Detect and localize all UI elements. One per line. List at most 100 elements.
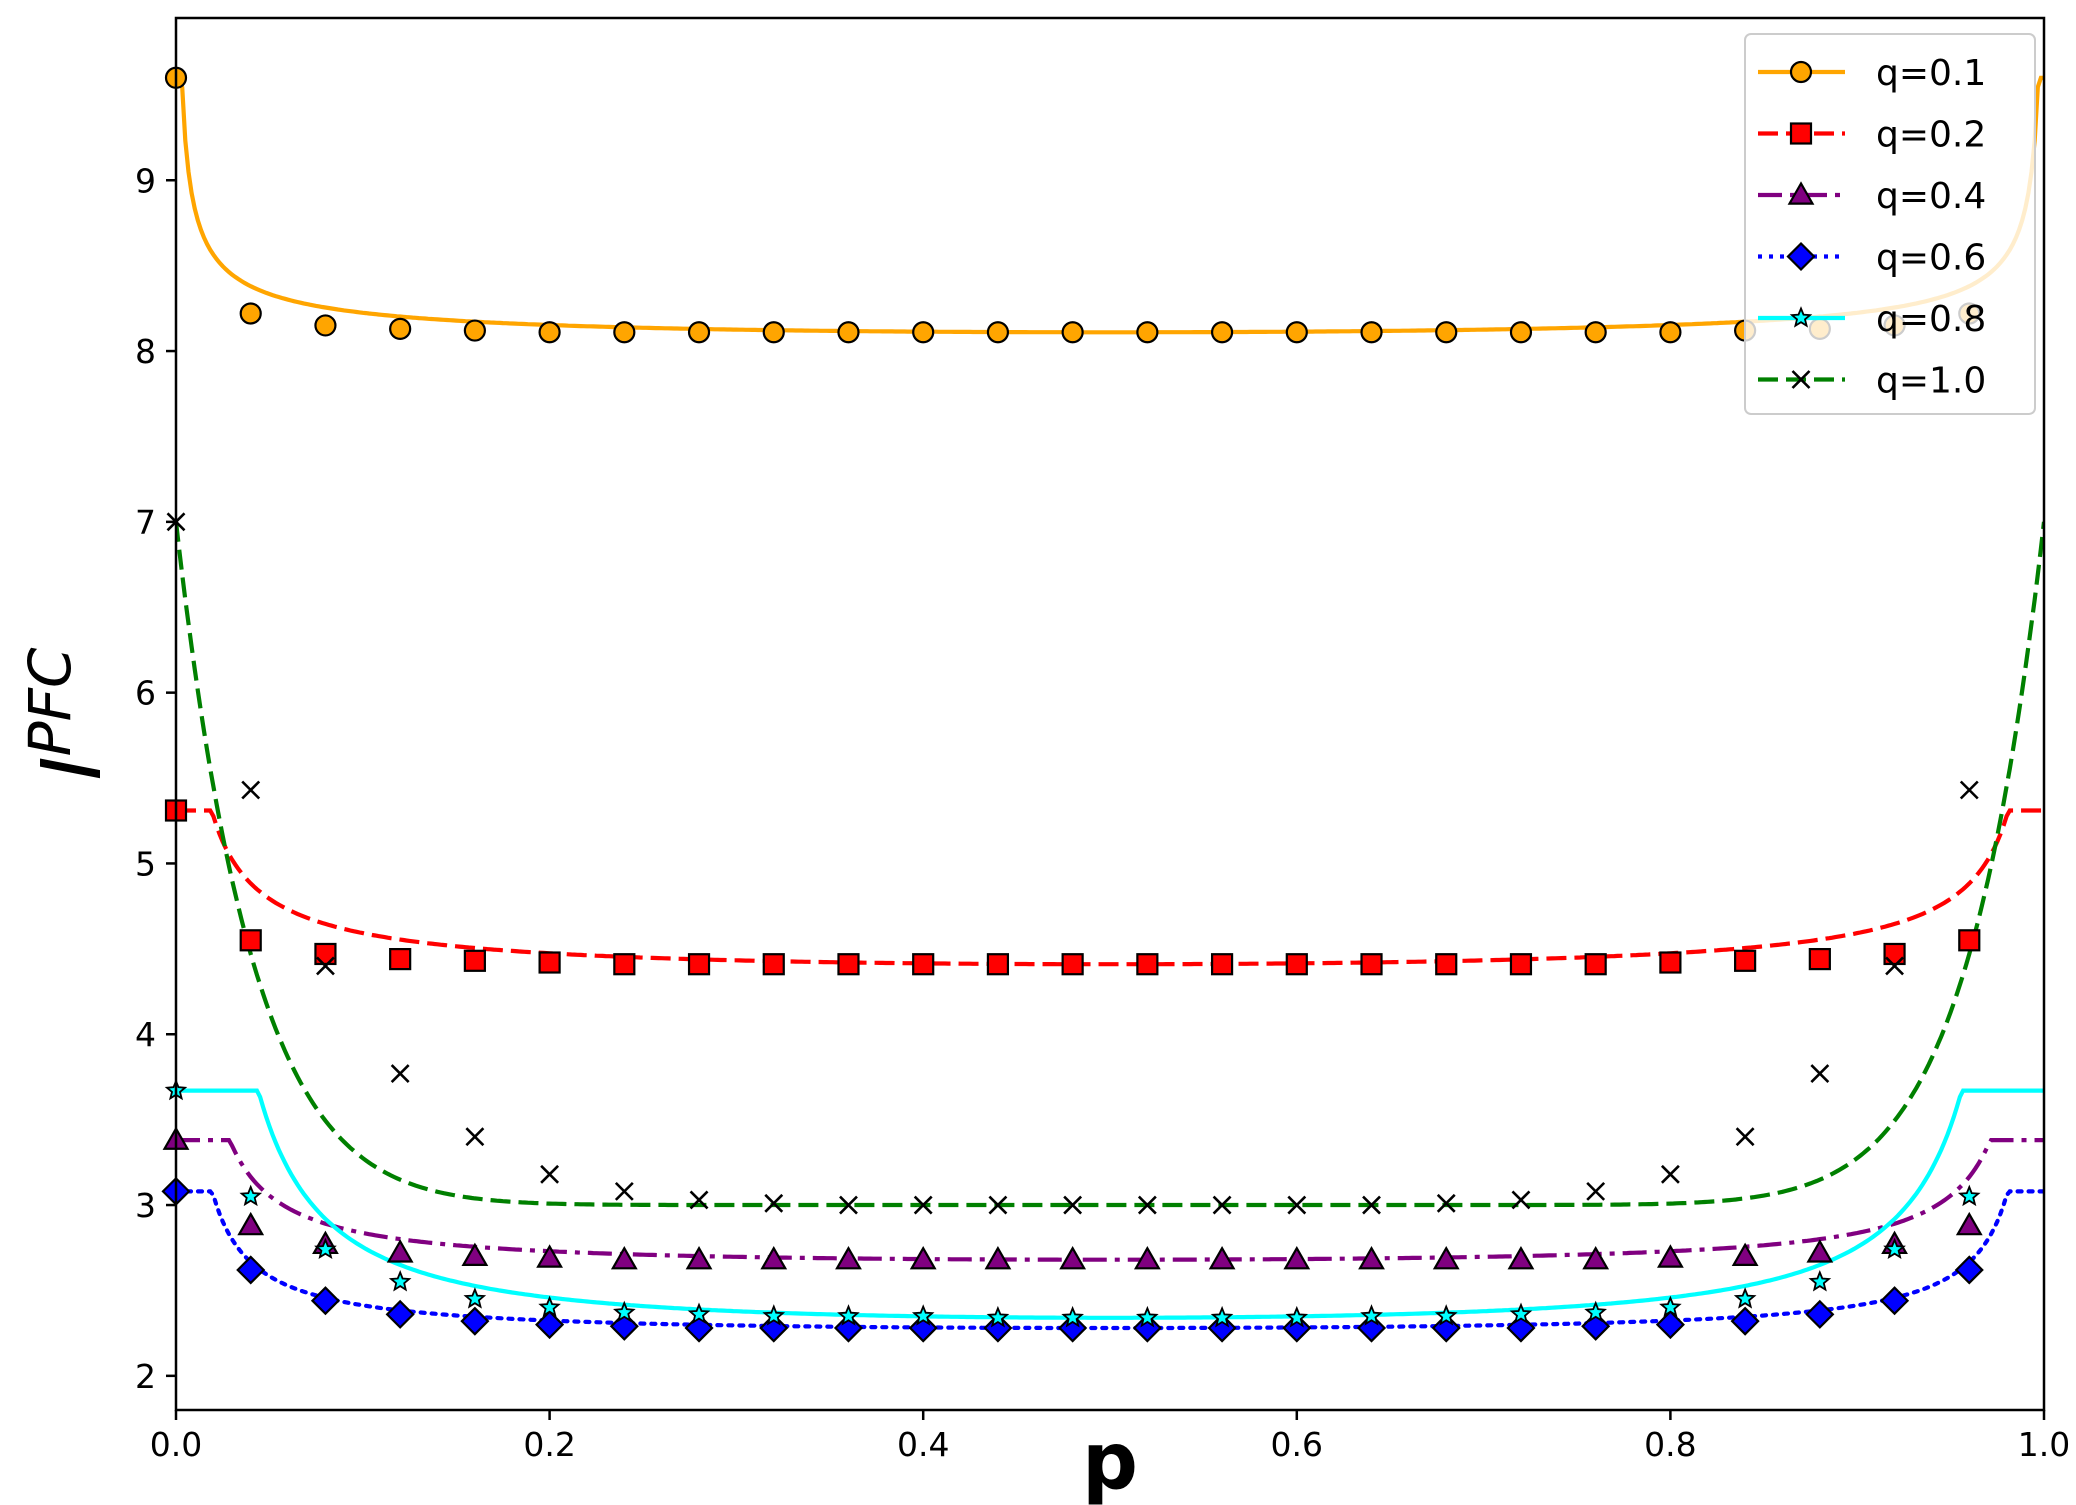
data-point-triangle xyxy=(1208,1245,1236,1270)
data-point-diamond xyxy=(1581,1311,1611,1341)
series-line xyxy=(176,1189,2044,1331)
data-point-x xyxy=(1362,1195,1381,1215)
data-point-star xyxy=(1135,1305,1159,1328)
data-point-square xyxy=(1210,953,1234,976)
data-point-diamond xyxy=(1282,1313,1312,1343)
data-point-x xyxy=(241,780,261,800)
data-point-star xyxy=(1733,1287,1757,1309)
data-point-diamond xyxy=(1431,1313,1461,1343)
series-markers xyxy=(161,1176,1984,1343)
y-tick-label: 6 xyxy=(135,674,156,713)
data-point-square xyxy=(538,951,561,974)
data-point-square xyxy=(1584,953,1607,976)
data-point-triangle xyxy=(536,1244,563,1268)
data-point-x xyxy=(614,1181,634,1201)
data-point-star xyxy=(1061,1305,1085,1328)
x-tick-label: 1.0 xyxy=(2018,1425,2070,1464)
data-point-diamond xyxy=(236,1255,266,1285)
series-layer xyxy=(176,75,2044,1331)
x-tick-label: 0.2 xyxy=(523,1425,575,1464)
data-point-diamond xyxy=(1880,1286,1910,1316)
data-point-circle xyxy=(1061,321,1084,344)
data-point-star xyxy=(1285,1305,1309,1328)
data-point-diamond xyxy=(1655,1310,1685,1340)
legend-label: q=0.1 xyxy=(1876,53,1986,94)
x-tick-label: 0.0 xyxy=(150,1425,202,1464)
legend-label: q=0.6 xyxy=(1876,238,1986,279)
data-point-triangle xyxy=(909,1245,937,1270)
data-point-star xyxy=(911,1304,935,1326)
data-point-x xyxy=(540,1164,560,1184)
legend-label: q=0.2 xyxy=(1876,115,1986,156)
series-line xyxy=(176,1137,2044,1262)
data-point-square xyxy=(837,953,860,976)
data-point-circle xyxy=(762,321,785,344)
data-point-square xyxy=(1509,953,1533,976)
data-point-circle xyxy=(1584,321,1607,344)
data-point-star xyxy=(1808,1269,1832,1292)
marker-layer xyxy=(161,66,1984,1343)
data-point-x xyxy=(1063,1195,1083,1215)
data-point-triangle xyxy=(386,1239,414,1263)
data-point-diamond xyxy=(310,1286,340,1316)
data-point-star xyxy=(613,1300,636,1323)
data-point-star xyxy=(463,1287,487,1309)
data-point-square xyxy=(687,953,711,976)
data-point-x xyxy=(1436,1193,1456,1213)
data-point-star xyxy=(1210,1305,1234,1328)
data-point-diamond xyxy=(1954,1255,1984,1285)
data-point-x xyxy=(839,1195,858,1215)
legend-entry: q=1.0 xyxy=(1758,361,1986,402)
data-point-diamond xyxy=(759,1313,789,1343)
series-markers xyxy=(164,799,1981,976)
y-tick-label: 4 xyxy=(135,1015,156,1054)
data-point-triangle xyxy=(1432,1245,1460,1270)
data-point-star xyxy=(837,1304,860,1326)
legend-label: q=0.4 xyxy=(1876,176,1986,217)
data-point-circle xyxy=(1136,321,1159,344)
data-point-star xyxy=(1957,1184,1981,1207)
data-point-x xyxy=(1959,780,1979,800)
data-point-triangle xyxy=(1358,1245,1385,1270)
data-point-star xyxy=(1434,1304,1458,1326)
data-point-star xyxy=(388,1269,412,1292)
data-point-triangle xyxy=(1283,1245,1311,1270)
y-axis-title-sup: PFC xyxy=(16,647,84,756)
data-point-star xyxy=(762,1304,786,1326)
legend-entry: q=0.1 xyxy=(1758,53,1986,94)
data-point-x xyxy=(316,956,335,976)
data-point-circle xyxy=(837,321,860,344)
data-point-circle xyxy=(1285,321,1308,344)
data-point-diamond xyxy=(385,1299,415,1329)
data-point-star xyxy=(314,1237,337,1260)
data-point-x xyxy=(1885,956,1904,976)
data-point-x xyxy=(988,1195,1008,1215)
data-point-circle xyxy=(314,314,337,337)
data-point-diamond xyxy=(833,1313,864,1343)
data-point-x xyxy=(1735,1127,1755,1147)
data-point-x xyxy=(1137,1195,1157,1215)
data-point-triangle xyxy=(1507,1245,1535,1270)
data-point-triangle xyxy=(610,1245,638,1270)
data-point-square xyxy=(1789,122,1813,145)
data-point-square xyxy=(613,953,636,976)
series-line xyxy=(176,521,2044,1208)
data-point-triangle xyxy=(984,1245,1012,1270)
x-axis: 0.0 0.2 0.4 0.6 0.8 1.0 xyxy=(150,1410,2070,1464)
data-point-triangle xyxy=(835,1245,862,1270)
data-point-circle xyxy=(613,321,636,344)
data-point-square xyxy=(1659,951,1682,974)
data-point-square xyxy=(986,953,1010,976)
data-point-x xyxy=(1810,1064,1830,1083)
data-point-triangle xyxy=(1787,181,1815,205)
legend-label: q=0.8 xyxy=(1876,299,1986,340)
data-point-diamond xyxy=(983,1313,1013,1343)
data-point-square xyxy=(239,929,262,952)
x-axis-title: p xyxy=(1082,1417,1138,1505)
data-point-circle xyxy=(1435,321,1458,344)
data-point-diamond xyxy=(1805,1299,1835,1329)
data-point-triangle xyxy=(760,1245,788,1270)
legend-entry: q=0.2 xyxy=(1758,115,1986,156)
y-axis-title-main: I xyxy=(25,756,120,780)
data-point-diamond xyxy=(535,1310,565,1340)
